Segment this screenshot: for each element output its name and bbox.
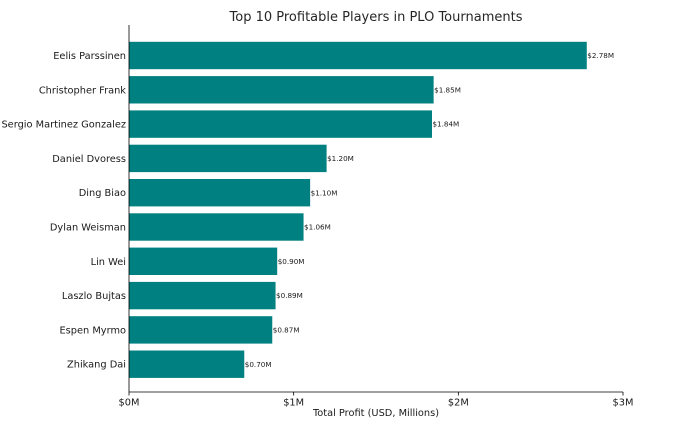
bar-value-label: $1.85M (434, 85, 461, 94)
bar-value-label: $0.89M (276, 291, 303, 300)
bar (129, 41, 587, 70)
chart-title: Top 10 Profitable Players in PLO Tournam… (229, 10, 523, 25)
bar (129, 316, 273, 344)
x-tick-label: $0M (119, 398, 140, 409)
category-label: Lin Wei (91, 257, 126, 268)
bar (129, 213, 304, 241)
bar (129, 281, 276, 310)
category-label: Eelis Parssinen (53, 51, 126, 62)
bar (129, 179, 311, 207)
category-label: Ding Biao (79, 188, 126, 199)
x-axis-title: Total Profit (USD, Millions) (312, 408, 439, 419)
bar (129, 350, 245, 378)
x-tick-label: $1M (283, 398, 304, 409)
bar (129, 110, 432, 138)
category-label: Sergio Martinez Gonzalez (1, 120, 126, 131)
category-labels-layer: Eelis Parssinen Christopher Frank Sergio M… (1, 51, 126, 371)
bar-value-label: $1.06M (304, 223, 331, 232)
bar-value-label: $2.78M (587, 51, 614, 60)
bar (129, 247, 278, 275)
axes-layer (128, 25, 623, 393)
x-tick-label: $3M (613, 398, 634, 409)
value-labels-layer: $2.78M $1.85M $1.84M $1.20M $1.10M $1.06M $0.9… (245, 51, 614, 369)
category-label: Zhikang Dai (67, 360, 126, 371)
category-label: Daniel Dvoress (52, 154, 126, 165)
bar (129, 76, 434, 104)
bar-value-label: $0.87M (273, 326, 300, 335)
x-tick-label: $2M (448, 398, 469, 409)
bar-value-label: $0.90M (278, 257, 305, 266)
bar-value-label: $1.84M (432, 120, 459, 129)
x-ticks-layer: $0M $1M $2M $3M (119, 392, 634, 409)
bar (129, 144, 327, 173)
category-label: Dylan Weisman (50, 223, 126, 234)
category-label: Christopher Frank (39, 85, 126, 96)
bar-value-label: $1.10M (311, 188, 338, 197)
bar-value-label: $1.20M (327, 154, 354, 163)
category-label: Laszlo Bujtas (62, 291, 126, 302)
bars-layer (129, 41, 587, 378)
category-label: Espen Myrmo (59, 325, 126, 336)
bar-value-label: $0.70M (245, 360, 272, 369)
